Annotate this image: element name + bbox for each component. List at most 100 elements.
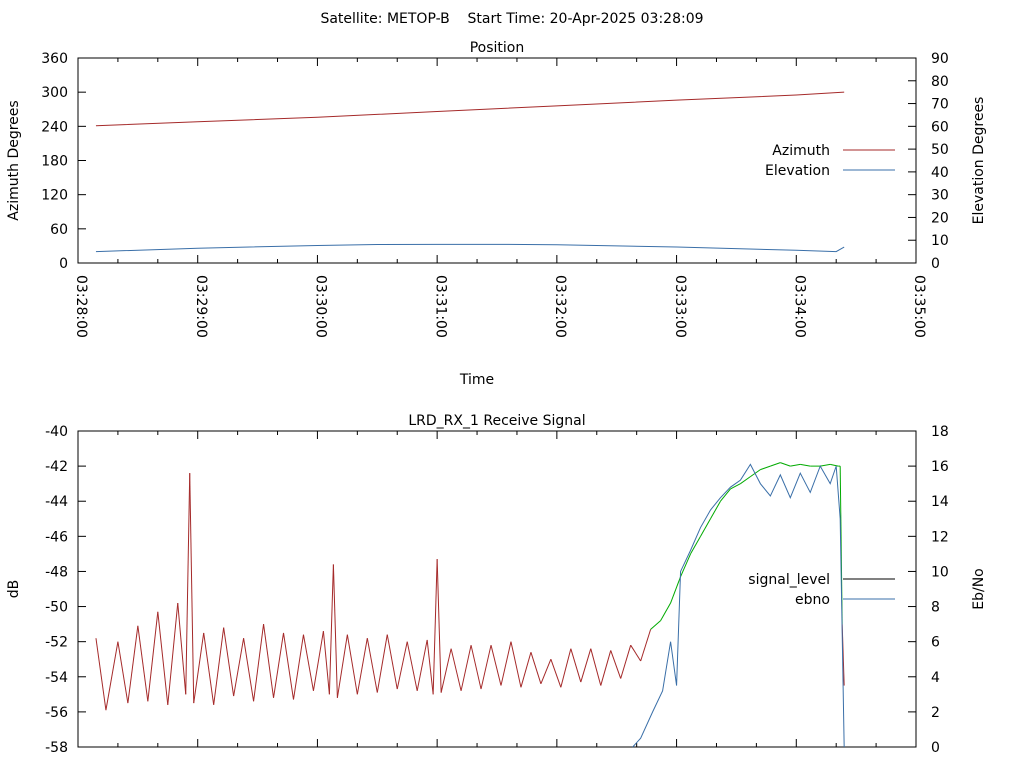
main-title: Satellite: METOP-B Start Time: 20-Apr-20… xyxy=(320,11,703,27)
series-segment-signal_level xyxy=(530,652,542,684)
series-segment-signal_level xyxy=(189,473,195,704)
series-segment-signal_level xyxy=(117,641,129,704)
series-segment-signal_level xyxy=(440,648,452,693)
series-segment-signal_level xyxy=(450,648,462,691)
series-segment-signal_level xyxy=(490,645,502,686)
series-segment-signal_level xyxy=(620,645,632,679)
series-segment-signal_level xyxy=(730,483,741,490)
series-segment-signal_level xyxy=(426,639,434,695)
series-segment-signal_level xyxy=(500,641,512,686)
y-tick-label: 120 xyxy=(41,188,68,204)
series-segment-signal_level xyxy=(820,463,831,467)
series-segment-signal_level xyxy=(185,473,191,695)
series-segment-signal_level xyxy=(203,632,215,705)
y-tick-label: 0 xyxy=(59,256,68,272)
y2-tick-label: 0 xyxy=(931,740,940,756)
series-line-Elevation xyxy=(95,243,845,253)
series-segment-signal_level xyxy=(223,627,235,697)
series-segment-signal_level xyxy=(328,564,334,695)
series-segment-signal_level xyxy=(167,602,179,705)
series-segment-signal_level xyxy=(416,639,428,691)
y-tick-label: 360 xyxy=(41,51,68,67)
y2-tick-label: 20 xyxy=(931,210,949,226)
series-segment-signal_level xyxy=(193,632,205,704)
y2-tick-label: 10 xyxy=(931,233,949,249)
y2-tick-label: 2 xyxy=(931,705,940,721)
series-segment-signal_level xyxy=(95,638,107,711)
series-segment-signal_level xyxy=(790,463,801,467)
legend-label: Elevation xyxy=(765,163,830,179)
legend-label: ebno xyxy=(795,592,830,608)
y-tick-label: 60 xyxy=(50,222,68,238)
series-segment-signal_level xyxy=(312,631,324,691)
series-segment-signal_level xyxy=(376,634,388,693)
series-segment-signal_level xyxy=(740,476,751,485)
series-segment-signal_level xyxy=(213,627,225,705)
y2-tick-label: 50 xyxy=(931,142,949,158)
y2-tick-label: 0 xyxy=(931,256,940,272)
x-tick-label: 03:33:00 xyxy=(672,275,688,338)
series-segment-signal_level xyxy=(610,650,622,679)
y2-tick-label: 18 xyxy=(931,424,949,440)
series-segment-signal_level xyxy=(710,500,721,520)
series-segment-signal_level xyxy=(157,611,169,705)
y-tick-label: 180 xyxy=(41,154,68,170)
series-segment-signal_level xyxy=(233,638,245,697)
y2-tick-label: 12 xyxy=(931,529,949,545)
y2-tick-label: 4 xyxy=(931,670,940,686)
y2-tick-label: 8 xyxy=(931,600,940,616)
x-tick-label: 03:31:00 xyxy=(432,275,448,338)
series-segment-signal_level xyxy=(302,634,314,691)
position-chart: Position 0 60 120 180 240 300 360 0 10 20 30 40 50 60 7… xyxy=(6,40,987,388)
series-segment-signal_level xyxy=(366,638,378,693)
y-tick-label: 300 xyxy=(41,85,68,101)
y2-tick-label: 80 xyxy=(931,74,949,90)
y-axis-label: dB xyxy=(6,580,22,599)
series-segment-signal_level xyxy=(550,659,562,688)
series-segment-signal_level xyxy=(630,644,642,662)
series-segment-signal_level xyxy=(480,645,492,690)
series-segment-signal_level xyxy=(680,553,691,577)
series-segment-signal_level xyxy=(356,638,368,695)
series-line-ebno xyxy=(632,463,845,748)
receive-signal-chart: LRD_RX_1 Receive Signal -58 -56 -54 -52 -50 -4… xyxy=(6,413,987,756)
chart-title: LRD_RX_1 Receive Signal xyxy=(408,413,585,429)
series-segment-signal_level xyxy=(770,462,781,467)
series-segment-signal_level xyxy=(800,463,811,467)
series-segment-signal_level xyxy=(700,518,711,537)
y2-tick-label: 60 xyxy=(931,119,949,135)
series-segment-signal_level xyxy=(780,462,791,467)
y-tick-label: -48 xyxy=(45,564,68,580)
x-tick-label: 03:35:00 xyxy=(911,275,927,338)
y2-tick-label: 16 xyxy=(931,459,949,475)
y-tick-label: -58 xyxy=(45,740,68,756)
y-axis-label: Azimuth Degrees xyxy=(6,100,22,220)
series-segment-signal_level xyxy=(396,641,408,690)
series-segment-signal_level xyxy=(760,465,771,471)
y-tick-label: -44 xyxy=(45,494,68,510)
y2-tick-label: 30 xyxy=(931,188,949,204)
series-segment-signal_level xyxy=(436,559,442,693)
series-segment-signal_level xyxy=(346,634,358,695)
y2-tick-label: 70 xyxy=(931,97,949,113)
series-segment-signal_level xyxy=(460,645,472,691)
series-segment-signal_level xyxy=(580,648,592,683)
series-segment-signal_level xyxy=(720,488,731,502)
series-segment-signal_level xyxy=(283,632,294,700)
x-tick-label: 03:34:00 xyxy=(791,275,807,338)
y-tick-label: -42 xyxy=(45,459,68,475)
series-segment-signal_level xyxy=(147,611,159,702)
series-segment-signal_level xyxy=(322,631,330,695)
plot-frame xyxy=(77,430,917,748)
series-segment-signal_level xyxy=(336,634,348,698)
series-segment-signal_level xyxy=(127,625,139,704)
series-segment-signal_level xyxy=(105,641,119,711)
y-tick-label: -46 xyxy=(45,529,68,545)
y-tick-label: -52 xyxy=(45,635,68,651)
y2-tick-label: 90 xyxy=(931,51,949,67)
y-tick-label: -50 xyxy=(45,600,68,616)
series-segment-signal_level xyxy=(570,648,582,683)
x-tick-label: 03:28:00 xyxy=(73,275,89,338)
chart-title: Position xyxy=(470,40,525,56)
y2-tick-label: 40 xyxy=(931,165,949,181)
